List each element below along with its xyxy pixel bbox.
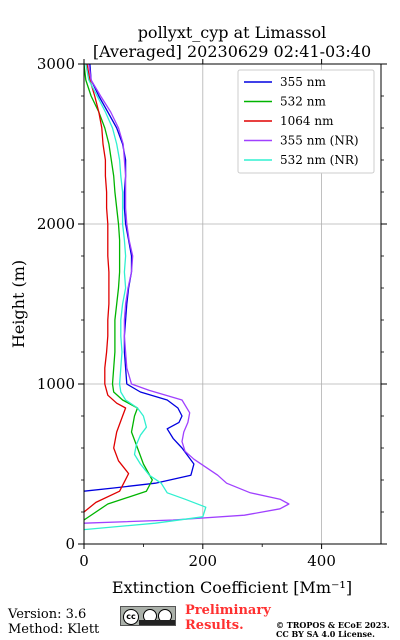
legend-box	[237, 69, 375, 174]
y-tick-label: 2000	[37, 215, 75, 233]
series-line-4	[83, 63, 290, 524]
cc-license-badge: cc	[120, 606, 176, 626]
license-text: CC BY SA 4.0 License.	[276, 629, 375, 639]
x-axis-label: Extinction Coefficient [Mm⁻¹]	[112, 578, 352, 597]
axis-ticks: 0 200 400 0 1000 2000 3000	[37, 55, 387, 570]
series-line-1	[83, 63, 195, 492]
x-tick-label: 200	[188, 552, 217, 570]
copyright-text: © TROPOS & ECoE 2023.	[276, 620, 390, 630]
legend: 355 nm 532 nm 1064 nm 355 nm (NR) 532 nm (NR…	[237, 69, 375, 174]
chart-title: pollyxt_cyp at Limassol	[138, 23, 327, 42]
version-text: Version: 3.6	[8, 607, 87, 622]
y-tick-label: 3000	[37, 55, 75, 73]
legend-label: 355 nm (NR)	[280, 134, 359, 148]
y-axis-label: Height (m)	[9, 260, 28, 348]
y-tick-label: 1000	[37, 375, 75, 393]
cc-icon: cc	[123, 609, 139, 625]
legend-label: 532 nm	[280, 95, 326, 109]
series-line-5	[83, 63, 207, 531]
x-tick-label: 0	[79, 552, 89, 570]
plot-frame	[83, 63, 382, 545]
badge-strip	[139, 620, 175, 625]
legend-label: 532 nm (NR)	[280, 153, 359, 167]
y-tick-label: 0	[65, 535, 75, 553]
series-lines	[83, 63, 290, 531]
results-label: Results.	[185, 618, 244, 633]
preliminary-label: Preliminary	[185, 603, 271, 618]
x-tick-label: 400	[307, 552, 336, 570]
legend-label: 1064 nm	[280, 114, 334, 128]
series-line-3	[83, 63, 130, 513]
chart-subtitle: [Averaged] 20230629 02:41-03:40	[93, 42, 371, 61]
method-text: Method: Klett	[8, 622, 100, 637]
legend-label: 355 nm	[280, 75, 326, 89]
